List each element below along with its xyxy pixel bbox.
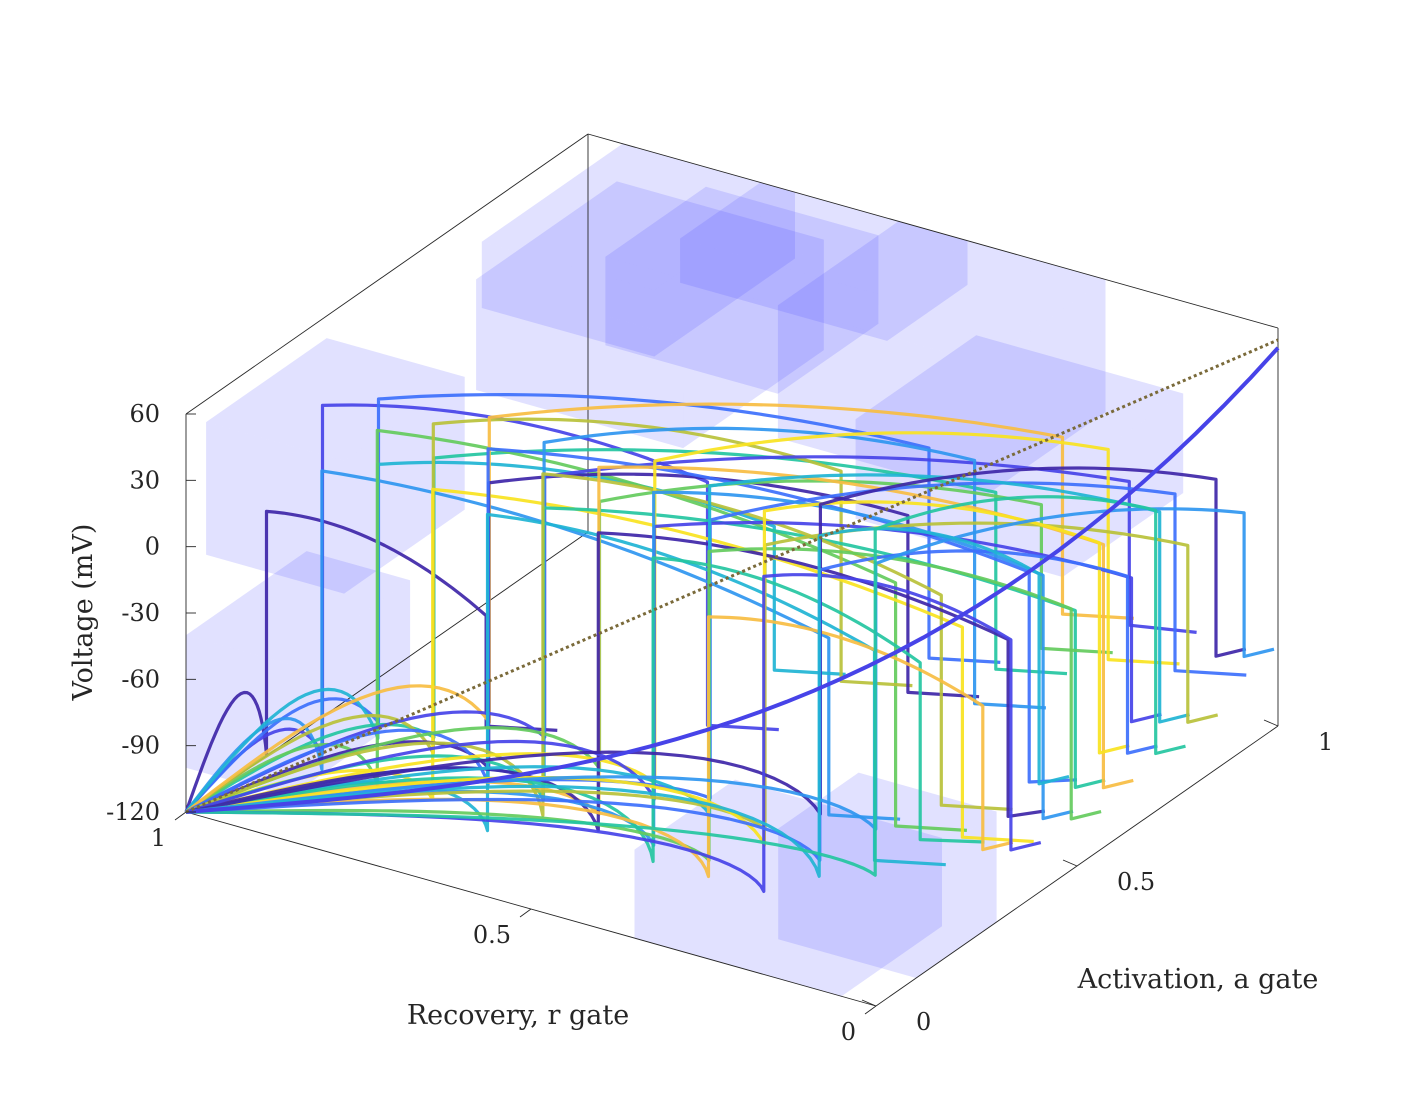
trajectory-32 [185, 573, 1042, 893]
tick-labels: -120 -90 -60 -30 0 30 60 0 0.5 1 0 0.5 1 [106, 400, 1333, 1046]
y-tick-label-0.5: 0.5 [1117, 868, 1155, 896]
translucent-box-4 [680, 182, 968, 341]
steady-state-curve [185, 346, 1280, 814]
z-tick-label-60: 60 [129, 400, 160, 428]
translucent-box-2 [481, 143, 795, 357]
z-axis-label: Voltage (mV) [68, 524, 99, 702]
translucent-box-3 [605, 186, 879, 394]
trajectory-27 [185, 547, 1102, 862]
x-axis-label: Recovery, r gate [407, 1000, 629, 1031]
tick-marks [174, 413, 1279, 1015]
y-tick-0.5 [1062, 859, 1078, 867]
z-tick-label--120: -120 [106, 798, 160, 826]
z-tick-label--60: -60 [121, 665, 160, 693]
trajectory-31 [185, 466, 1247, 816]
trajectory-28 [185, 521, 1219, 831]
trajectory-26 [185, 556, 985, 864]
trajectory-20 [185, 431, 1180, 814]
translucent-box-7 [206, 338, 465, 594]
x-tick-label-1: 1 [151, 824, 166, 852]
translucent-box-9 [634, 779, 942, 997]
trajectories [184, 338, 1280, 893]
trajectory-36 [185, 495, 1186, 877]
x-tick-1 [174, 811, 187, 821]
x-tick-0.5 [519, 908, 532, 918]
trajectory-9 [185, 402, 1134, 814]
y-tick-label-0: 0 [916, 1008, 931, 1036]
trajectory-8 [185, 417, 913, 814]
axis-edge-8 [185, 133, 589, 415]
trajectory-18 [185, 472, 1013, 818]
trajectory-25 [185, 473, 1190, 816]
z-tick-label--30: -30 [121, 599, 160, 627]
z-tick-label-0: 0 [145, 533, 160, 561]
x-tick-0 [864, 1005, 877, 1015]
y-tick-label-1: 1 [1318, 728, 1333, 756]
trajectory-35 [185, 527, 1070, 878]
y-axis-label: Activation, a gate [1077, 964, 1319, 995]
trajectory-30 [185, 500, 1130, 847]
x-tick-label-0.5: 0.5 [473, 921, 511, 949]
trajectory-3 [184, 393, 1001, 814]
diagonal-curve [185, 338, 1279, 814]
trajectory-22 [185, 521, 1162, 814]
y-tick-1 [1263, 719, 1279, 727]
trajectory-11 [185, 472, 980, 814]
x-tick-label-0: 0 [841, 1018, 856, 1046]
z-tick-label-30: 30 [129, 466, 160, 494]
y-tick-0 [861, 999, 877, 1007]
z-tick-label--90: -90 [121, 732, 160, 760]
trajectory-34 [185, 507, 1275, 831]
trajectory-1 [184, 509, 558, 813]
trajectory-33 [185, 549, 1158, 862]
axis-edge-6 [587, 133, 1279, 329]
